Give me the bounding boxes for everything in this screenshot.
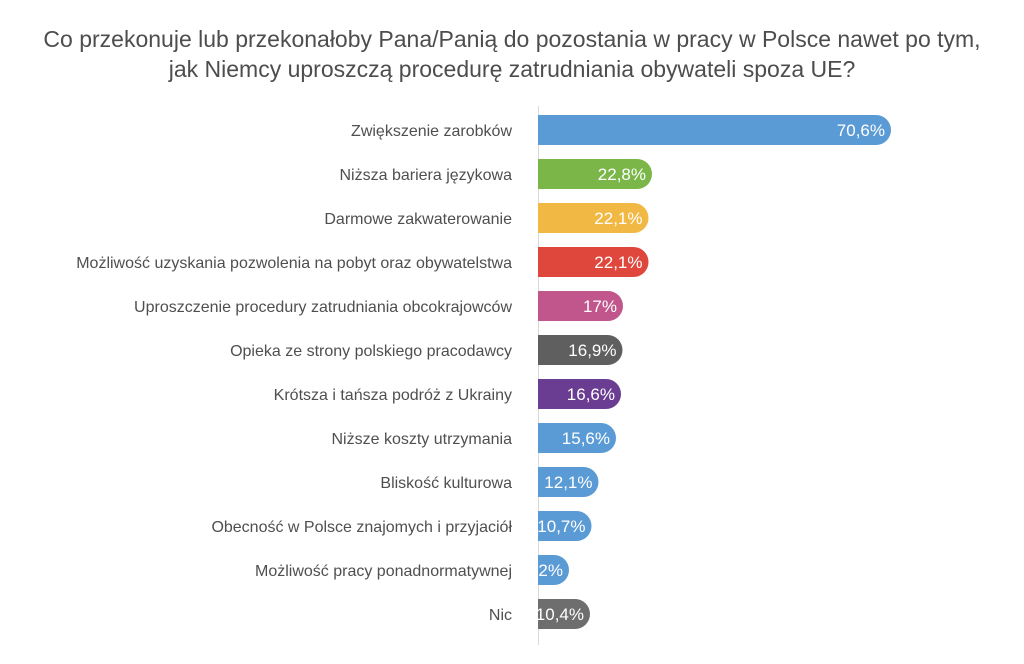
value-label-11: 6,2% bbox=[524, 561, 563, 580]
bar-10 bbox=[538, 511, 592, 541]
value-label-4: 22,1% bbox=[594, 253, 642, 272]
bar-5 bbox=[538, 291, 623, 321]
category-label-6: Opieka ze strony polskiego pracodawcy bbox=[230, 343, 512, 360]
category-label-7: Krótsza i tańsza podróż z Ukrainy bbox=[274, 387, 512, 404]
bar-12 bbox=[538, 599, 590, 629]
bar-4 bbox=[538, 247, 649, 277]
category-label-3: Darmowe zakwaterowanie bbox=[324, 211, 512, 228]
chart-title-line-1: Co przekonuje lub przekonałoby Pana/Pani… bbox=[43, 26, 981, 52]
category-label-9: Bliskość kulturowa bbox=[380, 475, 512, 492]
bar-9 bbox=[538, 467, 599, 497]
value-label-3: 22,1% bbox=[594, 209, 642, 228]
bar-11 bbox=[538, 555, 569, 585]
bar-1 bbox=[538, 115, 891, 145]
value-label-2: 22,8% bbox=[598, 165, 646, 184]
bar-3 bbox=[538, 203, 649, 233]
value-label-1: 70,6% bbox=[837, 121, 885, 140]
bar-6 bbox=[538, 335, 623, 365]
bar-7 bbox=[538, 379, 621, 409]
category-label-10: Obecność w Polsce znajomych i przyjaciół bbox=[211, 519, 512, 536]
value-label-10: 10,7% bbox=[537, 517, 585, 536]
category-label-12: Nic bbox=[489, 607, 512, 624]
bar-8 bbox=[538, 423, 616, 453]
bar-2 bbox=[538, 159, 652, 189]
chart-subtitle: jak Niemcy uproszczą procedurę zatrudnia… bbox=[168, 56, 856, 82]
value-label-8: 15,6% bbox=[562, 429, 610, 448]
category-label-5: Uproszczenie procedury zatrudniania obco… bbox=[134, 299, 512, 316]
value-label-12: 10,4% bbox=[536, 605, 584, 624]
value-label-9: 12,1% bbox=[544, 473, 592, 492]
value-label-6: 16,9% bbox=[568, 341, 616, 360]
category-label-1: Zwiększenie zarobków bbox=[351, 123, 512, 140]
category-label-4: Możliwość uzyskania pozwolenia na pobyt … bbox=[76, 255, 512, 272]
category-label-2: Niższa bariera językowa bbox=[339, 167, 512, 184]
value-label-7: 16,6% bbox=[567, 385, 615, 404]
bars-group: Zwiększenie zarobków 70,6% Niższa bariera … bbox=[76, 115, 891, 629]
chart-title: Co przekonuje lub przekonałoby Pana/Pani… bbox=[0, 24, 1024, 84]
category-label-8: Niższe koszty utrzymania bbox=[332, 431, 513, 448]
value-label-5: 17% bbox=[583, 297, 617, 316]
category-label-11: Możliwość pracy ponadnormatywnej bbox=[255, 563, 512, 580]
